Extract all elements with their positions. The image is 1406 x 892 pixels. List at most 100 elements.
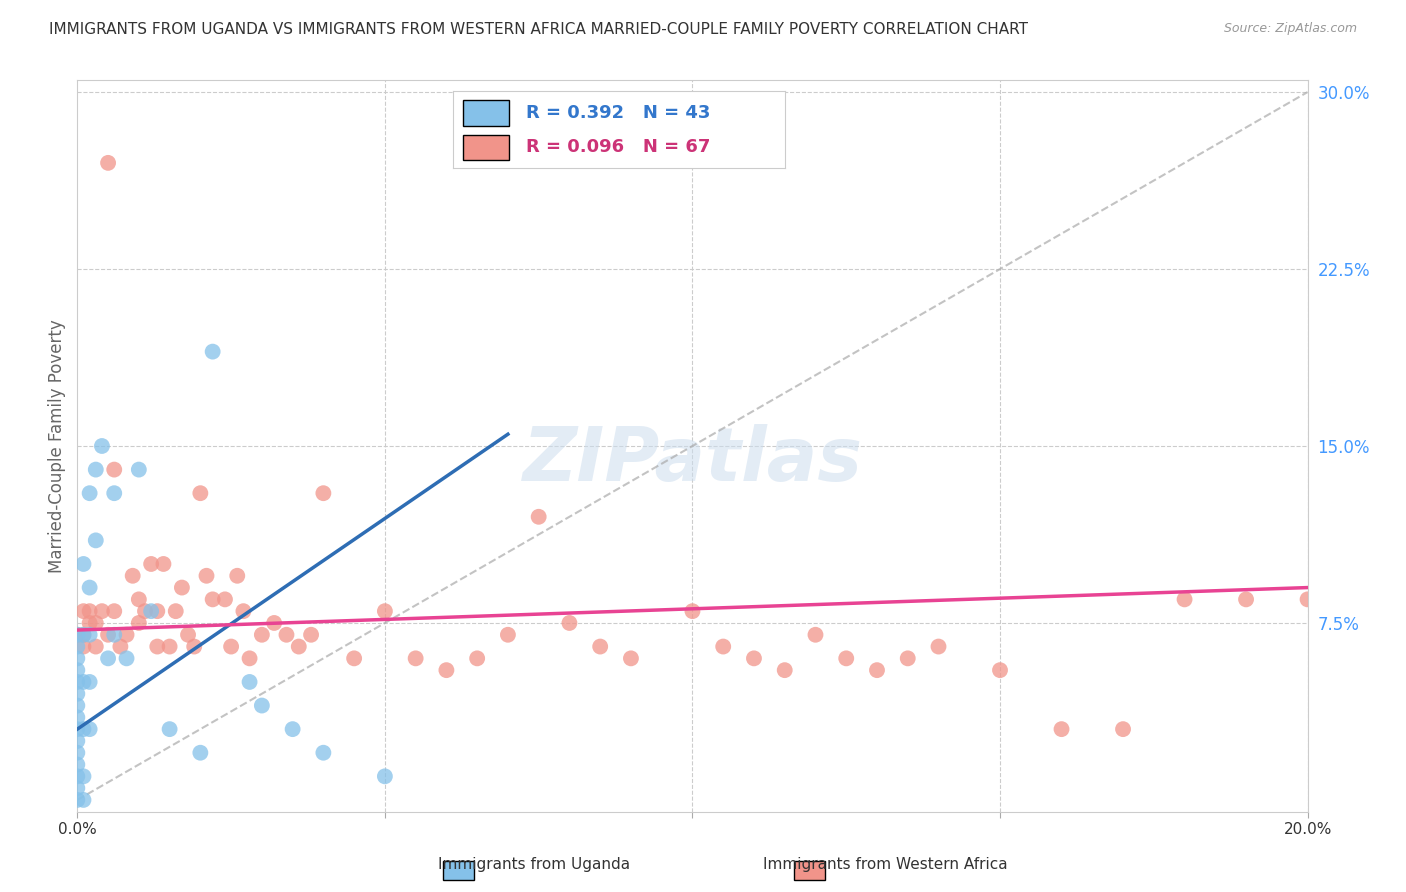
Point: [195, 568, 218, 582]
Point: [1112, 722, 1135, 736]
Point: [773, 663, 796, 677]
Point: [72, 604, 94, 618]
Point: [226, 568, 249, 582]
Point: [250, 628, 273, 642]
Point: [66, 793, 89, 807]
Point: [79, 486, 101, 500]
Point: [79, 722, 101, 736]
Point: [141, 557, 163, 571]
Point: [436, 663, 458, 677]
Point: [97, 628, 120, 642]
Point: [72, 722, 94, 736]
Point: [214, 592, 236, 607]
Point: [66, 651, 89, 665]
Point: [79, 615, 101, 630]
Point: [250, 698, 273, 713]
Point: [72, 793, 94, 807]
Point: [170, 581, 193, 595]
Point: [804, 628, 827, 642]
Point: [110, 640, 132, 654]
Point: [232, 604, 254, 618]
Point: [72, 675, 94, 690]
Text: Immigrants from Uganda: Immigrants from Uganda: [439, 857, 630, 872]
Point: [66, 734, 89, 748]
Point: [928, 640, 950, 654]
Point: [263, 615, 285, 630]
Text: ZIPatlas: ZIPatlas: [523, 424, 862, 497]
Text: IMMIGRANTS FROM UGANDA VS IMMIGRANTS FROM WESTERN AFRICA MARRIED-COUPLE FAMILY P: IMMIGRANTS FROM UGANDA VS IMMIGRANTS FRO…: [49, 22, 1028, 37]
Y-axis label: Married-Couple Family Poverty: Married-Couple Family Poverty: [48, 319, 66, 573]
Point: [66, 687, 89, 701]
Point: [177, 628, 200, 642]
Point: [72, 640, 94, 654]
Point: [90, 439, 114, 453]
Point: [188, 486, 212, 500]
Point: [897, 651, 920, 665]
Point: [72, 628, 94, 642]
Point: [711, 640, 734, 654]
Point: [239, 675, 262, 690]
Point: [299, 628, 322, 642]
Point: [115, 628, 138, 642]
Point: [620, 651, 643, 665]
Point: [128, 592, 150, 607]
Point: [66, 628, 89, 642]
Point: [66, 722, 89, 736]
Point: [1050, 722, 1073, 736]
Point: [1296, 592, 1319, 607]
Point: [527, 509, 550, 524]
Point: [146, 640, 169, 654]
Point: [496, 628, 519, 642]
Point: [1234, 592, 1257, 607]
Point: [72, 628, 94, 642]
Point: [66, 769, 89, 783]
Point: [103, 628, 125, 642]
Point: [103, 486, 125, 500]
Point: [66, 710, 89, 724]
Point: [312, 746, 335, 760]
Point: [90, 604, 114, 618]
Point: [405, 651, 427, 665]
Point: [276, 628, 298, 642]
Point: [219, 640, 242, 654]
Point: [343, 651, 366, 665]
Point: [84, 615, 107, 630]
Point: [97, 156, 120, 170]
Point: [128, 462, 150, 476]
Point: [288, 640, 311, 654]
Point: [84, 640, 107, 654]
Point: [239, 651, 262, 665]
Point: [79, 604, 101, 618]
Point: [79, 628, 101, 642]
Point: [66, 781, 89, 796]
Point: [742, 651, 765, 665]
Point: [146, 604, 169, 618]
Point: [66, 757, 89, 772]
Point: [103, 604, 125, 618]
Point: [1174, 592, 1197, 607]
Point: [79, 581, 101, 595]
Point: [165, 604, 187, 618]
Point: [79, 675, 101, 690]
Point: [72, 769, 94, 783]
Point: [183, 640, 205, 654]
Point: [159, 640, 181, 654]
Point: [84, 533, 107, 548]
Point: [141, 604, 163, 618]
Point: [72, 557, 94, 571]
Point: [988, 663, 1011, 677]
Point: [682, 604, 704, 618]
Point: [201, 344, 224, 359]
Point: [201, 592, 224, 607]
Point: [159, 722, 181, 736]
Point: [66, 698, 89, 713]
Point: [835, 651, 858, 665]
Text: Immigrants from Western Africa: Immigrants from Western Africa: [763, 857, 1008, 872]
Point: [66, 675, 89, 690]
Point: [465, 651, 488, 665]
Point: [115, 651, 138, 665]
Point: [121, 568, 143, 582]
Point: [589, 640, 612, 654]
Point: [66, 628, 89, 642]
Point: [134, 604, 156, 618]
